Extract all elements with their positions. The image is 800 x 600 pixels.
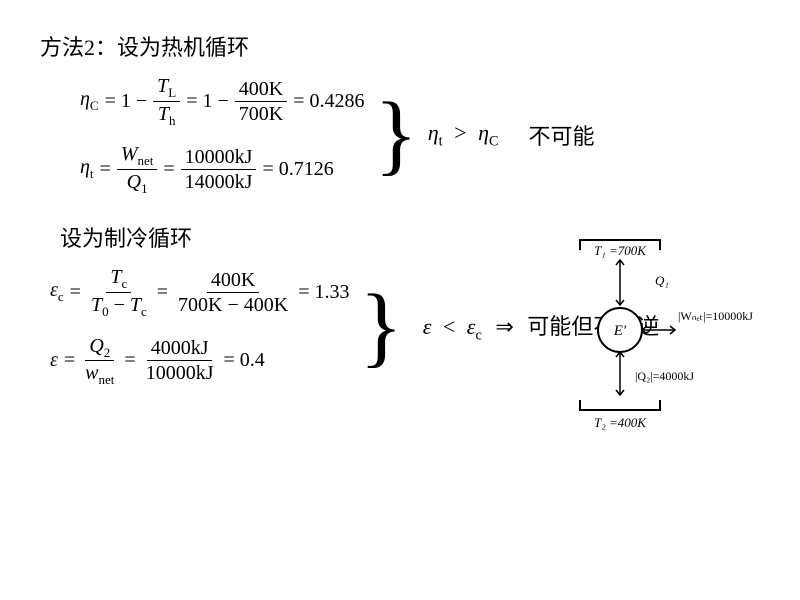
brace-1: } [375,99,418,171]
impossible-text: 不可能 [529,119,595,151]
svg-text:E′: E′ [613,323,627,339]
svg-text:Q₁: Q₁ [655,273,669,288]
heat-engine-equations: ηC = 1 − TL Th = 1 − 400K 700K = 0.4286 … [80,74,365,196]
actual-cop-eq: ε = Q2 wnet = 4000kJ 10000kJ = 0.4 [50,334,350,388]
carnot-cop-eq: εc = Tc T0 − Tc = 400K 700K − 400K = 1.3… [50,265,350,319]
svg-text:|Wₙₑₜ|=10000kJ: |Wₙₑₜ|=10000kJ [678,309,753,323]
carnot-efficiency-eq: ηC = 1 − TL Th = 1 − 400K 700K = 0.4286 [80,74,365,128]
efficiency-comparison: ηt > ηC [428,120,499,150]
thermal-efficiency-eq: ηt = Wnet Q1 = 10000kJ 14000kJ = 0.7126 [80,142,365,196]
thermodynamic-diagram: T₁ =700K Q₁ E′ |Wₙₑₜ|=10000kJ |Q₂|=4000k… [550,235,770,435]
refrigeration-equations: εc = Tc T0 − Tc = 400K 700K − 400K = 1.3… [50,265,350,387]
svg-text:|Q₂|=4000kJ: |Q₂|=4000kJ [635,369,694,383]
heat-engine-block: ηC = 1 − TL Th = 1 − 400K 700K = 0.4286 … [40,74,760,196]
svg-text:T₁ =700K: T₁ =700K [594,243,647,258]
svg-text:T₂ =400K: T₂ =400K [594,415,647,430]
method2-heading: 方法2：设为热机循环 [40,30,760,62]
brace-2: } [360,291,403,363]
